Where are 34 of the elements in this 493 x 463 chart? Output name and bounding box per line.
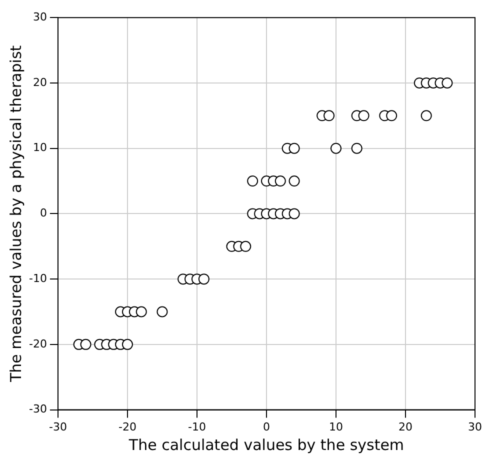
x-tick-label: 10: [328, 420, 343, 434]
x-tick-label: -30: [48, 420, 67, 434]
y-tick-label: -20: [29, 337, 47, 350]
point: [122, 338, 133, 350]
point: [274, 176, 286, 187]
y-tick-label: 20: [32, 76, 47, 89]
x-tick-label: -10: [188, 420, 206, 434]
y-tick-label: -10: [29, 272, 47, 285]
y-tick-label: 30: [32, 10, 47, 24]
point: [358, 110, 370, 122]
point: [288, 208, 300, 220]
point: [420, 110, 432, 122]
y-tick-label: 10: [32, 141, 47, 154]
x-tick-label: -20: [118, 420, 136, 434]
point: [442, 77, 453, 88]
x-tick-label: 0: [262, 420, 270, 434]
x-tick-label: 20: [398, 420, 412, 434]
point: [80, 338, 92, 350]
point: [288, 142, 300, 154]
point: [324, 110, 335, 122]
x-tick-label: 30: [468, 420, 482, 434]
x-axis-title: The calculated values by the system: [128, 436, 404, 454]
y-tick-label: -30: [29, 402, 47, 416]
point: [247, 176, 258, 187]
y-tick-label: 0: [40, 206, 47, 220]
point: [351, 142, 362, 154]
point: [136, 306, 147, 318]
y-axis-title: The measured values by a physical therapist: [6, 45, 25, 384]
point: [386, 110, 398, 122]
point: [240, 240, 252, 252]
point: [198, 274, 210, 285]
point: [288, 176, 300, 187]
point: [330, 142, 342, 154]
point: [156, 306, 168, 318]
